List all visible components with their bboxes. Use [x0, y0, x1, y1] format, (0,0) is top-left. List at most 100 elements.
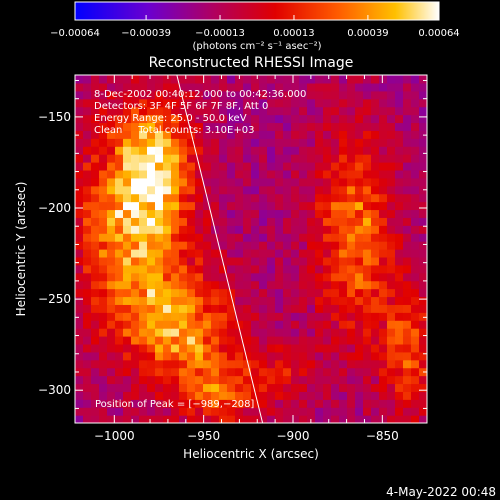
heatmap-cell — [323, 375, 332, 385]
heatmap-cell — [163, 407, 172, 416]
heatmap-cell — [379, 201, 388, 211]
colorbar-gradient — [74, 1, 440, 21]
heatmap-cell — [163, 114, 172, 124]
heatmap-cell — [139, 375, 148, 385]
heatmap-cell — [163, 415, 172, 423]
heatmap-cell — [371, 280, 380, 290]
heatmap-cell — [323, 154, 332, 163]
heatmap-cell — [107, 399, 116, 408]
heatmap-cell — [339, 241, 348, 250]
heatmap-cell — [123, 75, 132, 84]
heatmap-cell — [315, 241, 324, 250]
heatmap-cell — [379, 146, 388, 155]
heatmap-cell — [275, 114, 284, 124]
heatmap-cell — [75, 343, 84, 353]
heatmap-cell — [107, 272, 116, 282]
heatmap-cell — [99, 249, 108, 258]
heatmap-cell — [403, 367, 412, 377]
heatmap-cell — [283, 375, 292, 385]
heatmap-cell — [419, 122, 427, 131]
heatmap-cell — [155, 256, 164, 266]
heatmap-cell — [195, 201, 204, 211]
heatmap-cell — [99, 201, 108, 211]
heatmap-cell — [259, 304, 268, 313]
heatmap-cell — [371, 217, 380, 226]
heatmap-cell — [179, 272, 188, 282]
heatmap-cell — [115, 241, 124, 250]
heatmap-cell — [83, 201, 92, 211]
heatmap-cell — [171, 114, 180, 124]
heatmap-cell — [299, 312, 308, 321]
heatmap-cell — [259, 288, 268, 298]
heatmap-cell — [131, 296, 140, 305]
heatmap-cell — [91, 359, 100, 369]
heatmap-cell — [387, 367, 396, 377]
heatmap-cell — [75, 304, 84, 313]
heatmap-cell — [403, 122, 412, 131]
heatmap-cell — [283, 407, 292, 416]
heatmap-cell — [259, 328, 268, 337]
heatmap-cell — [203, 130, 212, 139]
heatmap-cell — [347, 304, 356, 313]
heatmap-cell — [299, 391, 308, 400]
heatmap-cell — [139, 367, 148, 377]
heatmap-cell — [339, 114, 348, 124]
heatmap-cell — [195, 351, 204, 361]
heatmap-cell — [187, 399, 196, 408]
heatmap-cell — [419, 249, 427, 258]
heatmap-cell — [379, 256, 388, 266]
heatmap-cell — [331, 296, 340, 305]
heatmap-cell — [339, 217, 348, 226]
heatmap-cell — [339, 193, 348, 203]
heatmap-cell — [219, 193, 228, 203]
heatmap-cell — [179, 185, 188, 195]
heatmap-cell — [155, 336, 164, 345]
heatmap-cell — [419, 233, 427, 242]
heatmap-cell — [227, 399, 236, 408]
heatmap-cell — [315, 169, 324, 179]
heatmap-cell — [339, 296, 348, 305]
heatmap-cell — [75, 225, 84, 234]
heatmap-cell — [307, 201, 316, 211]
heatmap-cell — [331, 217, 340, 226]
heatmap-cell — [299, 375, 308, 385]
heatmap-cell — [147, 162, 156, 171]
heatmap-cell — [307, 106, 316, 116]
heatmap-cell — [115, 272, 124, 282]
heatmap-cell — [83, 146, 92, 155]
heatmap-cell — [291, 169, 300, 179]
heatmap-cell — [155, 90, 164, 100]
heatmap-cell — [227, 75, 236, 84]
heatmap-cell — [307, 280, 316, 290]
heatmap-cell — [395, 351, 404, 361]
heatmap-cell — [371, 304, 380, 313]
heatmap-cell — [139, 146, 148, 155]
heatmap-cell — [99, 138, 108, 147]
heatmap-cell — [115, 264, 124, 274]
heatmap-cell — [131, 122, 140, 131]
heatmap-cell — [203, 122, 212, 131]
heatmap-cell — [355, 225, 364, 234]
heatmap-cell — [163, 272, 172, 282]
heatmap-cell — [403, 391, 412, 400]
heatmap-cell — [307, 193, 316, 203]
heatmap-cell — [363, 391, 372, 400]
heatmap-cell — [91, 177, 100, 187]
heatmap-cell — [267, 241, 276, 250]
heatmap-cell — [115, 407, 124, 416]
heatmap-cell — [275, 241, 284, 250]
heatmap-cell — [387, 154, 396, 163]
heatmap-cell — [195, 82, 204, 92]
heatmap-cell — [91, 146, 100, 155]
heatmap-cell — [179, 328, 188, 337]
heatmap-cell — [403, 209, 412, 218]
heatmap-cell — [227, 280, 236, 290]
heatmap-cell — [171, 256, 180, 266]
heatmap-cell — [411, 138, 420, 147]
heatmap-cell — [91, 367, 100, 377]
heatmap-cell — [275, 296, 284, 305]
chart-title: Reconstructed RHESSI Image — [149, 55, 354, 71]
heatmap-cell — [275, 343, 284, 353]
heatmap-cell — [147, 75, 156, 84]
heatmap-cell — [299, 383, 308, 392]
